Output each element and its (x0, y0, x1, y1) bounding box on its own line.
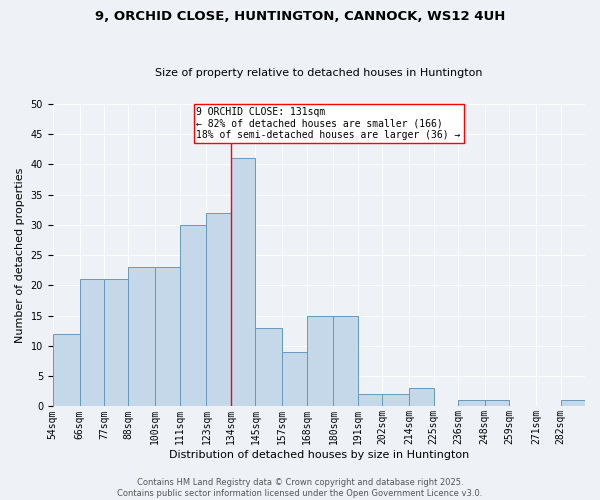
Bar (256, 328, 282, 406)
Bar (206, 212, 231, 406)
Bar (53, 334, 80, 406)
Bar (382, 394, 409, 406)
Bar (358, 394, 382, 406)
Bar (80, 280, 104, 406)
Bar (128, 267, 155, 406)
Bar (485, 400, 509, 406)
Bar (155, 267, 180, 406)
X-axis label: Distribution of detached houses by size in Huntington: Distribution of detached houses by size … (169, 450, 469, 460)
Bar (560, 400, 585, 406)
Bar (458, 400, 485, 406)
Bar (334, 316, 358, 406)
Title: Size of property relative to detached houses in Huntington: Size of property relative to detached ho… (155, 68, 482, 78)
Bar (307, 316, 334, 406)
Bar (104, 280, 128, 406)
Text: 9 ORCHID CLOSE: 131sqm
← 82% of detached houses are smaller (166)
18% of semi-de: 9 ORCHID CLOSE: 131sqm ← 82% of detached… (196, 107, 461, 140)
Text: 9, ORCHID CLOSE, HUNTINGTON, CANNOCK, WS12 4UH: 9, ORCHID CLOSE, HUNTINGTON, CANNOCK, WS… (95, 10, 505, 23)
Bar (231, 158, 256, 406)
Y-axis label: Number of detached properties: Number of detached properties (15, 168, 25, 343)
Text: Contains HM Land Registry data © Crown copyright and database right 2025.
Contai: Contains HM Land Registry data © Crown c… (118, 478, 482, 498)
Bar (409, 388, 434, 406)
Bar (282, 352, 307, 406)
Bar (180, 225, 206, 406)
